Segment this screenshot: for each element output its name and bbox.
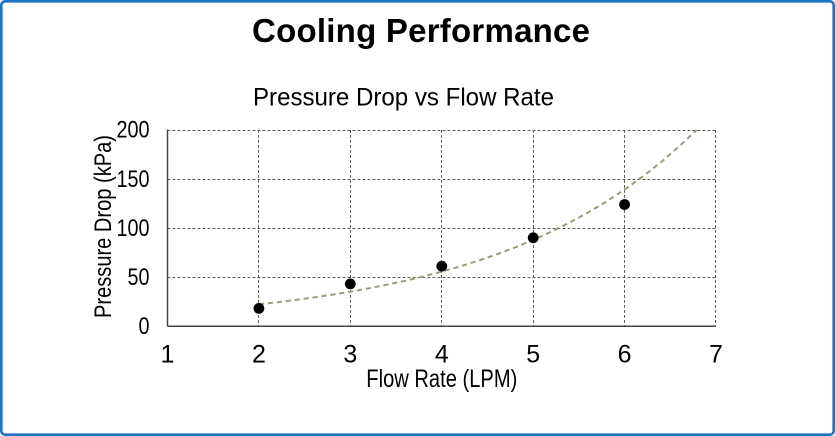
svg-text:5: 5 — [526, 341, 540, 369]
svg-text:150: 150 — [117, 166, 150, 193]
svg-text:Pressure Drop vs Flow Rate: Pressure Drop vs Flow Rate — [253, 84, 554, 112]
svg-text:Cooling Performance: Cooling Performance — [252, 12, 590, 49]
svg-text:200: 200 — [117, 117, 150, 144]
svg-text:3: 3 — [343, 341, 357, 369]
svg-text:6: 6 — [618, 341, 632, 369]
svg-text:Pressure Drop (kPa): Pressure Drop (kPa) — [90, 135, 117, 318]
svg-text:0: 0 — [139, 313, 150, 340]
svg-text:1: 1 — [161, 341, 175, 369]
svg-text:100: 100 — [117, 215, 150, 242]
svg-text:4: 4 — [435, 341, 449, 369]
svg-text:7: 7 — [709, 341, 723, 369]
svg-text:Flow Rate (LPM): Flow Rate (LPM) — [366, 365, 517, 393]
svg-text:50: 50 — [128, 264, 150, 291]
svg-text:2: 2 — [252, 341, 266, 369]
